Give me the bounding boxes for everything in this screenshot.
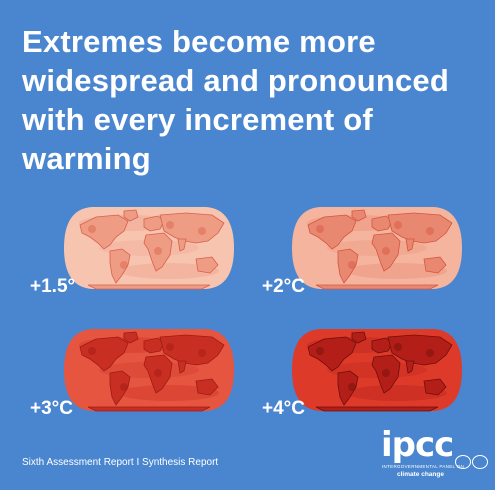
hotspot: [316, 347, 324, 355]
continent-greenland: [123, 209, 139, 222]
headline-line-2: widespread and pronounced: [22, 63, 449, 98]
temperature-shading: [119, 385, 219, 401]
continent-north-america: [307, 336, 357, 372]
continent-south-america: [337, 248, 359, 284]
hotspot: [348, 383, 356, 391]
unep-emblem-icon: [472, 455, 488, 469]
continent-europe: [143, 215, 165, 232]
world-map-3: [62, 325, 236, 415]
continent-africa: [371, 232, 401, 272]
continent-india: [177, 360, 187, 374]
hotspot: [88, 225, 96, 233]
continent-australia: [195, 256, 219, 274]
continent-antarctica: [315, 284, 439, 290]
continent-australia: [423, 378, 447, 396]
hotspot: [382, 369, 390, 377]
continent-south-america: [109, 370, 131, 406]
continent-africa: [143, 232, 173, 272]
hotspot: [426, 349, 434, 357]
hotspot: [394, 221, 402, 229]
report-caption: Sixth Assessment Report I Synthesis Repo…: [22, 457, 219, 468]
continent-asia: [159, 334, 225, 366]
continent-greenland: [351, 209, 367, 222]
continent-south-america: [109, 248, 131, 284]
continent-north-america: [79, 214, 129, 250]
hotspot: [120, 383, 128, 391]
hotspot: [166, 221, 174, 229]
headline-line-3: with every increment of: [22, 102, 373, 137]
hotspot: [120, 261, 128, 269]
temperature-shading: [347, 263, 447, 279]
headline-line-1: Extremes become more: [22, 24, 376, 59]
continent-antarctica: [315, 406, 439, 412]
continent-australia: [423, 256, 447, 274]
hotspot: [426, 227, 434, 235]
hotspot: [198, 349, 206, 357]
continent-africa: [371, 354, 401, 394]
continent-australia: [195, 378, 219, 396]
continent-south-america: [337, 370, 359, 406]
ipcc-subtitle-2: climate change: [397, 471, 444, 478]
warming-label-2: +2°C: [262, 276, 305, 297]
warming-label-1-5: +1.5°: [30, 276, 76, 297]
temperature-shading: [119, 263, 219, 279]
continent-india: [177, 238, 187, 252]
hotspot: [382, 247, 390, 255]
headline-line-4: warming: [22, 141, 151, 176]
hotspot: [154, 247, 162, 255]
world-map-1-5: [62, 203, 236, 293]
continent-greenland: [123, 331, 139, 344]
hotspot: [394, 343, 402, 351]
temperature-shading: [347, 385, 447, 401]
world-map-2: [290, 203, 464, 293]
ipcc-subtitle-1: INTERGOVERNMENTAL PANEL ON: [382, 464, 465, 469]
continent-india: [405, 238, 415, 252]
continent-antarctica: [87, 406, 211, 412]
continent-europe: [143, 337, 165, 354]
continent-asia: [159, 212, 225, 244]
hotspot: [316, 225, 324, 233]
continent-north-america: [307, 214, 357, 250]
continent-asia: [387, 334, 453, 366]
ipcc-wordmark: ipcc: [381, 425, 454, 465]
headline: Extremes become more widespread and pron…: [22, 22, 482, 178]
hotspot: [348, 261, 356, 269]
continent-europe: [371, 337, 393, 354]
continent-europe: [371, 215, 393, 232]
continent-north-america: [79, 336, 129, 372]
wmo-emblem-icon: [455, 455, 471, 469]
continent-asia: [387, 212, 453, 244]
ipcc-logo: ipcc INTERGOVERNMENTAL PANEL ON climate …: [381, 425, 488, 484]
world-map-4: [290, 325, 464, 415]
warming-label-4: +4°C: [262, 398, 305, 419]
hotspot: [154, 369, 162, 377]
hotspot: [88, 347, 96, 355]
continent-india: [405, 360, 415, 374]
hotspot: [166, 343, 174, 351]
warming-label-3: +3°C: [30, 398, 73, 419]
continent-greenland: [351, 331, 367, 344]
hotspot: [198, 227, 206, 235]
continent-africa: [143, 354, 173, 394]
continent-antarctica: [87, 284, 211, 290]
